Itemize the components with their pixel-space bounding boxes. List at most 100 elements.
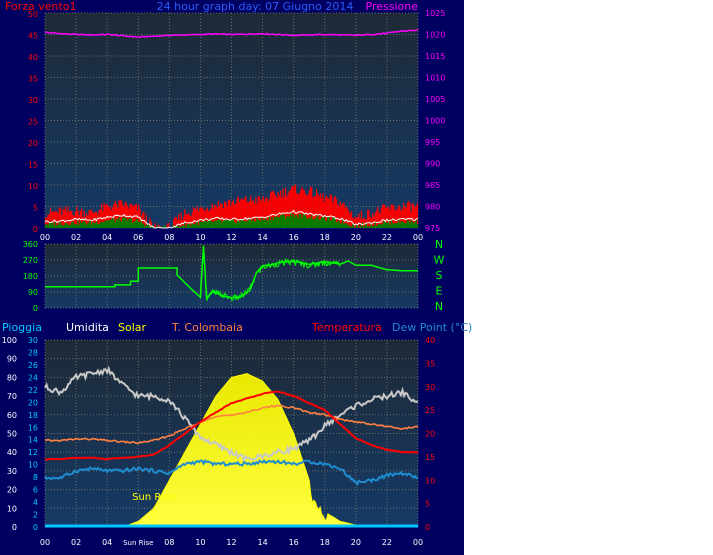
x-tick-label: 00 (413, 233, 423, 242)
humidity-axis-tick: 28 (28, 348, 38, 357)
x-tick-label: 02 (71, 233, 81, 242)
pressure-axis-tick: 1025 (425, 9, 445, 18)
humidity-axis-tick: 18 (28, 411, 38, 420)
temperature-line (44, 390, 419, 461)
chart-title: 24 hour graph day: 07 Giugno 2014 (157, 0, 354, 13)
temperature-axis-ticks: 0 5 10 15 20 25 30 35 40 (425, 336, 435, 532)
wind-direction-noise (199, 253, 341, 302)
x-tick-label: 00 (413, 538, 423, 547)
pressure-axis-tick: 1010 (425, 74, 445, 83)
x-tick-label: 02 (71, 538, 81, 547)
legend-solar: Solar (118, 321, 147, 334)
humidity-axis-tick: 16 (28, 423, 38, 432)
t-colombaia-line (45, 404, 419, 445)
pressure-axis-ticks: 975 980 985 990 995 1000 1005 1010 1015 1020 1025 (425, 9, 445, 233)
temperature-axis-tick: 0 (425, 523, 430, 532)
humidity-axis-tick: 2 (33, 511, 38, 520)
wind-axis-tick: 20 (28, 139, 38, 148)
x-tick-label: 12 (226, 233, 236, 242)
compass-label: N (435, 300, 443, 313)
humidity-axis-tick: 0 (33, 523, 38, 532)
compass-label: N (435, 238, 443, 251)
temperature-axis-tick: 15 (425, 453, 435, 462)
humidity-axis-tick: 26 (28, 361, 38, 370)
rain-axis-tick: 40 (7, 448, 17, 457)
pressure-axis-tick: 995 (425, 138, 440, 147)
x-tick-label: 22 (382, 233, 392, 242)
x-tick-label: 10 (195, 538, 205, 547)
direction-axis-tick: 90 (28, 288, 38, 297)
wind-axis-tick: 10 (28, 182, 38, 191)
rain-axis-tick: 90 (7, 355, 17, 364)
humidity-axis-tick: 20 (28, 398, 38, 407)
x-tick-label: 12 (226, 538, 236, 547)
compass-label: W (434, 254, 445, 267)
wind-axis-tick: 30 (28, 96, 38, 105)
pressure-axis-tick: 1020 (425, 31, 445, 40)
wind-pressure-series (44, 28, 419, 229)
direction-axis-ticks: 0 90 180 270 360 (23, 240, 38, 313)
x-tick-label: 14 (257, 233, 267, 242)
pressure-axis-label: Pressione (366, 0, 419, 13)
weather-x-ticks: 00 02 04 Sun Rise 08 10 12 14 16 18 20 22 00 (40, 538, 423, 547)
legend-rain: Pioggia (2, 321, 42, 334)
humidity-line (44, 365, 419, 464)
rain-axis-tick: 100 (2, 336, 17, 345)
humidity-axis-tick: 6 (33, 486, 38, 495)
legend-temperature: Temperatura (311, 321, 382, 334)
pressure-axis-tick: 990 (425, 160, 440, 169)
rain-axis-tick: 30 (7, 467, 17, 476)
x-tick-label: 14 (257, 538, 267, 547)
temperature-axis-tick: 40 (425, 336, 435, 345)
pressure-axis-tick: 1005 (425, 95, 445, 104)
wind-axis-tick: 50 (28, 10, 38, 19)
gust-series-line (44, 209, 419, 229)
temperature-axis-tick: 35 (425, 359, 435, 368)
wind-axis-label: Forza vento1 (5, 0, 77, 13)
x-tick-label: 04 (102, 233, 112, 242)
x-tick-label: 00 (40, 233, 50, 242)
wind-axis-tick: 35 (28, 75, 38, 84)
x-tick-label: 20 (351, 233, 361, 242)
direction-axis-tick: 180 (23, 272, 38, 281)
humidity-axis-tick: 24 (28, 373, 38, 382)
legend-humidity: Umidita (66, 321, 109, 334)
rain-axis-tick: 50 (7, 430, 17, 439)
rain-axis-tick: 80 (7, 373, 17, 382)
humidity-axis-tick: 8 (33, 473, 38, 482)
pressure-series-line (44, 28, 419, 38)
x-tick-label: 18 (320, 233, 330, 242)
legend-dew-point: Dew Point (°C) (392, 321, 472, 334)
wind-axis-tick: 25 (28, 118, 38, 127)
direction-axis-tick: 360 (23, 240, 38, 249)
x-tick-label: Sun Rise (123, 539, 153, 547)
humidity-axis-tick: 14 (28, 436, 38, 445)
x-tick-label: 18 (320, 538, 330, 547)
x-tick-label: 08 (164, 538, 174, 547)
humidity-axis-tick: 10 (28, 461, 38, 470)
pressure-axis-tick: 985 (425, 181, 440, 190)
pressure-axis-tick: 975 (425, 224, 440, 233)
pressure-axis-tick: 980 (425, 203, 440, 212)
temperature-axis-tick: 25 (425, 406, 435, 415)
x-tick-label: 06 (133, 233, 143, 242)
rain-axis-ticks: 0 10 20 30 40 50 60 70 80 90 100 (2, 336, 17, 532)
rain-axis-tick: 60 (7, 411, 17, 420)
temperature-axis-tick: 20 (425, 430, 435, 439)
x-tick-label: 08 (164, 233, 174, 242)
direction-axis-tick: 0 (33, 304, 38, 313)
wind-axis-tick: 45 (28, 32, 38, 41)
pressure-axis-tick: 1000 (425, 117, 445, 126)
legend-t-colombaia: T. Colombaia (171, 321, 243, 334)
rain-axis-tick: 0 (12, 523, 17, 532)
temperature-axis-tick: 10 (425, 476, 435, 485)
sun-rise-annotation: Sun Rise (132, 492, 175, 503)
direction-axis-tick: 270 (23, 256, 38, 265)
compass-label: S (436, 269, 443, 282)
solar-area (122, 373, 372, 528)
wind-direction-series (45, 245, 418, 302)
